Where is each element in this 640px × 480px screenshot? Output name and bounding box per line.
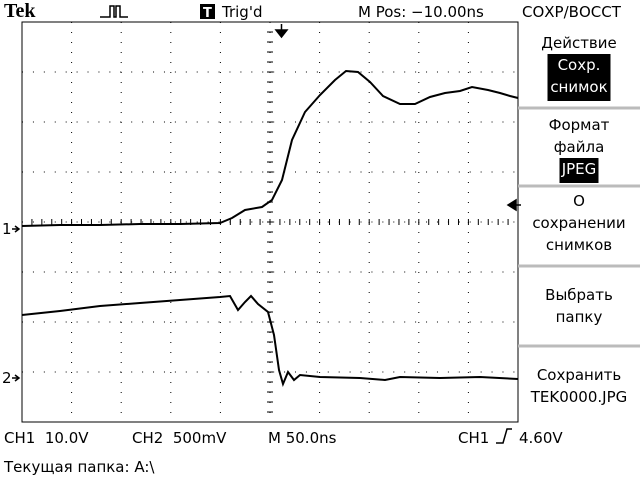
menu-selection-box — [547, 54, 611, 101]
menu-item-title: Действие — [541, 34, 617, 52]
menu-selection-box — [559, 158, 599, 183]
menu-item-title: Сохранить — [537, 366, 621, 384]
menu-item-title: сохранении — [532, 214, 625, 232]
ch2-scale: CH2 500mV — [132, 429, 227, 447]
horizontal-position: M Pos: −10.00ns — [358, 3, 484, 21]
acquisition-icon — [100, 5, 128, 18]
ch1-scale: CH1 10.0V — [4, 429, 89, 447]
menu-title: СОХР/ВОССТ — [522, 3, 622, 21]
current-folder: Текущая папка: A:\ — [3, 458, 155, 476]
menu-item-title: Формат — [549, 116, 610, 134]
ch2-marker: 2 — [2, 369, 12, 387]
menu-selection: снимок — [550, 78, 607, 96]
ch1-arrow — [12, 225, 21, 233]
menu-item-title: снимков — [546, 236, 612, 254]
trigger-badge-box — [200, 4, 215, 19]
menu-item-title: папку — [556, 308, 603, 326]
trigger-position-marker — [274, 24, 289, 39]
menu-item-title: TEK0000.JPG — [530, 388, 628, 406]
trigger-slope-icon — [496, 428, 512, 444]
ch1-marker: 1 — [2, 220, 12, 238]
menu-item-title: Выбрать — [545, 286, 613, 304]
side-menu: Действие Сохр. снимок Формат файла JPEG Осохра… — [518, 34, 640, 406]
trigger-level: 4.60V — [519, 429, 563, 447]
trigger-badge: T — [203, 6, 212, 21]
menu-item-title: О — [573, 192, 585, 210]
menu-selection: Сохр. — [558, 56, 601, 74]
menu-selection: JPEG — [561, 160, 597, 178]
trigger-level-marker — [506, 198, 521, 212]
menu-item-title: файла — [554, 138, 605, 156]
ch2-waveform — [21, 294, 519, 388]
timebase: M 50.0ns — [268, 429, 337, 447]
ch2-arrow — [12, 374, 21, 382]
ch1-waveform — [21, 69, 519, 227]
trigger-status: Trig'd — [221, 3, 262, 21]
brand: Tek — [4, 0, 36, 22]
trigger-source: CH1 — [458, 429, 489, 447]
graticule-border — [21, 21, 519, 423]
